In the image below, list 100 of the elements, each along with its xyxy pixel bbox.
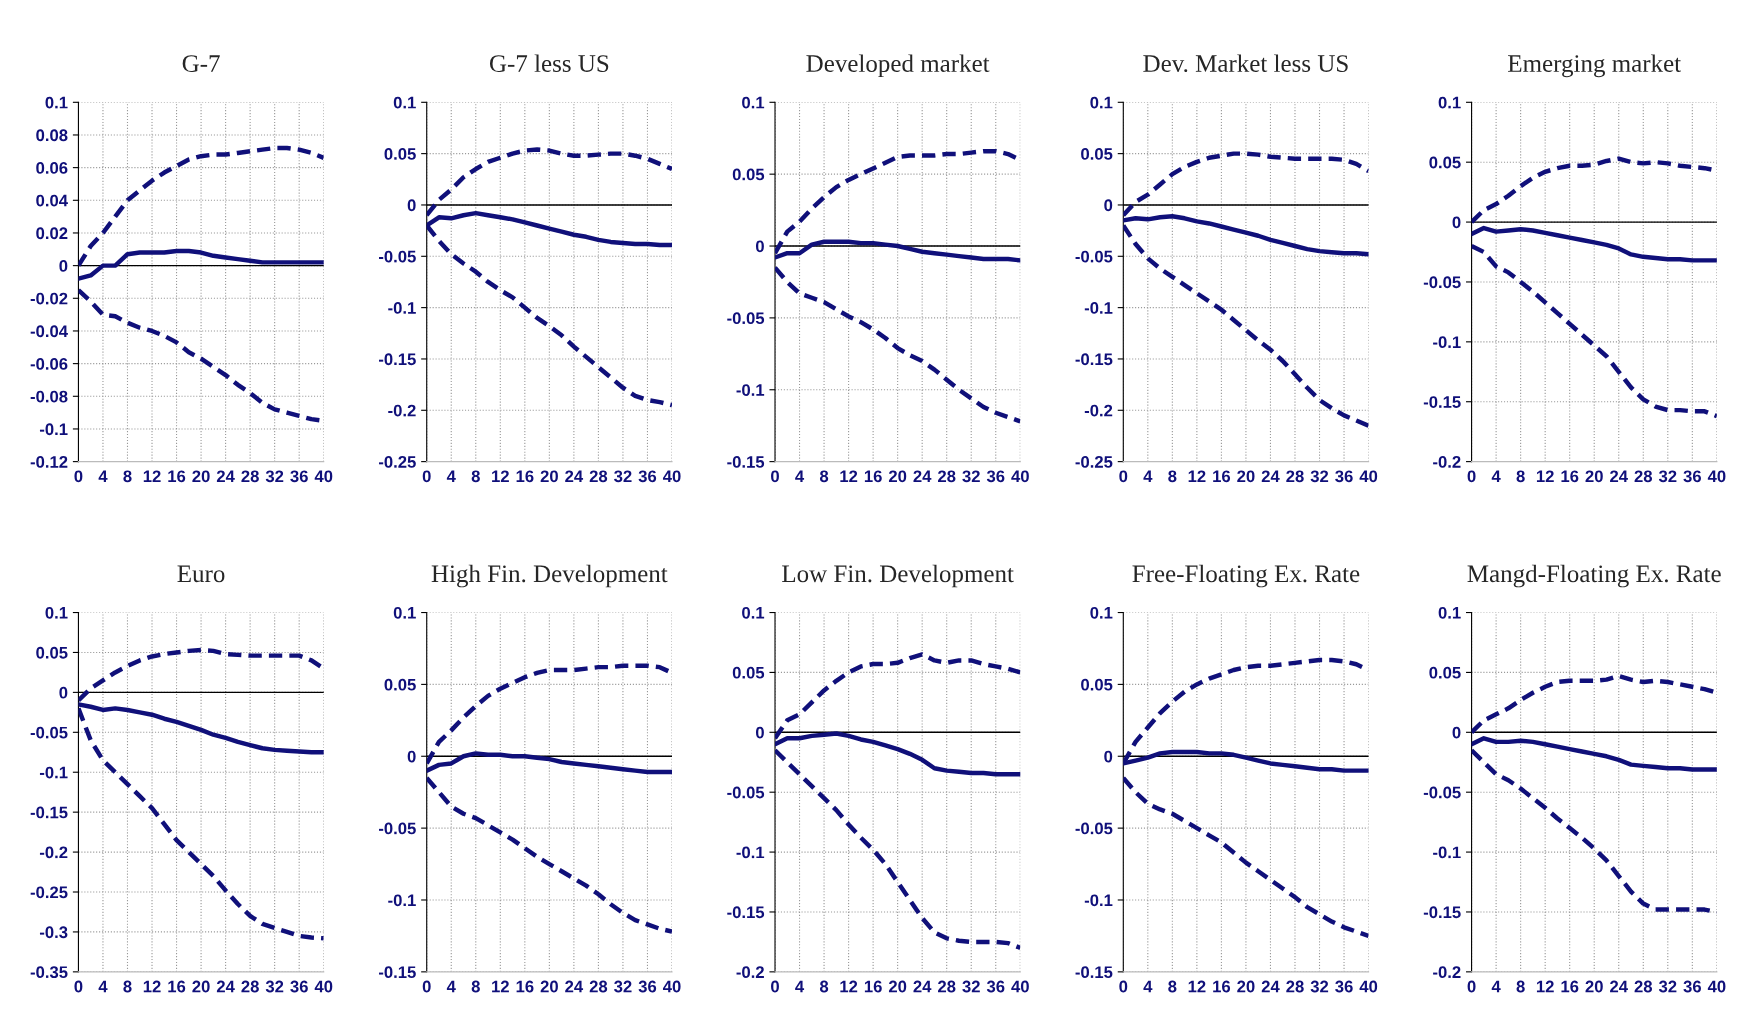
y-tick-label: 0.05 [1081,678,1113,691]
y-tick-label: 0.1 [1438,606,1461,619]
y-tick-label: 0.1 [742,606,765,619]
x-tick-label: 8 [1168,470,1177,483]
x-tick-label: 40 [1359,980,1378,993]
y-tick-label: -0.05 [1423,276,1461,289]
x-tick-label: 40 [1359,470,1378,483]
y-tick-label: -0.25 [378,456,416,468]
y-tick-label: -0.08 [30,390,68,403]
x-tick-label: 20 [192,980,210,993]
x-tick-label: 36 [1683,980,1701,993]
x-tick-label: 8 [1516,470,1525,483]
x-tick-label: 8 [819,980,829,993]
y-tick-label: 0.05 [1429,156,1461,169]
x-tick-label: 4 [446,980,456,993]
y-tick-label: -0.05 [378,822,416,835]
x-tick-label: 12 [1536,980,1554,993]
x-tick-label: 24 [1610,980,1628,993]
x-tick-label: 24 [565,980,584,993]
chart-title: Developed market [806,54,990,78]
y-tick-label: -0.1 [1084,302,1113,314]
y-tick-label: 0 [1104,199,1113,212]
y-tick-label: 0.1 [1090,606,1113,619]
x-tick-label: 16 [516,470,534,483]
x-tick-label: 32 [1658,980,1677,993]
y-tick-label: 0 [59,260,68,272]
x-tick-label: 16 [168,980,186,993]
y-tick-label: 0.05 [1081,148,1113,160]
chart-title: G-7 less US [489,54,609,72]
y-tick-label: 0.05 [1429,666,1461,679]
x-tick-label: 16 [168,470,186,483]
line-series [1123,214,1369,257]
x-tick-label: 0 [771,980,779,993]
chart-title: High Fin. Development [431,564,668,588]
y-tick-label: -0.15 [1423,906,1461,919]
x-tick-label: 28 [589,470,608,483]
x-tick-label: 28 [1286,980,1304,993]
x-tick-label: 28 [1286,470,1304,483]
y-tick-label: -0.06 [30,358,68,370]
y-tick-label: -0.05 [378,250,416,263]
y-tick-label: 0 [407,750,416,763]
y-tick-label: 0 [755,240,764,253]
x-tick-label: 16 [864,470,882,483]
x-tick-label: 8 [819,470,829,483]
x-tick-label: 4 [98,980,108,993]
x-tick-label: 0 [422,470,431,483]
y-tick-label: -0.2 [1084,404,1113,417]
y-tick-label: -0.05 [1075,822,1113,835]
x-tick-label: 40 [662,470,681,483]
x-tick-label: 8 [123,470,132,483]
x-tick-label: 4 [1143,470,1153,483]
x-tick-label: 4 [1491,470,1501,483]
y-tick-label: 0.1 [45,606,68,619]
y-tick-label: 0.1 [393,96,416,109]
x-tick-label: 36 [290,980,308,993]
y-tick-label: -0.05 [1075,250,1113,263]
x-tick-label: 40 [1707,470,1726,483]
x-tick-label: 32 [1310,470,1329,483]
x-tick-label: 40 [314,470,333,483]
x-tick-label: 24 [565,470,584,483]
x-tick-label: 0 [422,980,431,993]
y-tick-label: -0.15 [1075,966,1113,979]
y-tick-label: 0 [1104,750,1113,763]
y-tick-label: 0.1 [1438,96,1461,109]
x-tick-label: 0 [1119,470,1128,483]
x-tick-label: 24 [1261,980,1280,993]
y-tick-label: -0.2 [388,404,416,417]
y-tick-label: 0.05 [384,678,416,691]
x-tick-label: 20 [192,470,210,483]
x-tick-label: 28 [241,470,259,483]
y-tick-label: -0.2 [1433,456,1461,468]
x-tick-label: 24 [216,980,235,993]
x-tick-label: 36 [1683,470,1701,483]
y-tick-label: 0.05 [732,168,765,181]
x-tick-label: 40 [1011,470,1029,483]
x-tick-label: 28 [938,980,956,993]
x-tick-label: 20 [540,470,558,483]
y-tick-label: 0.05 [384,148,416,160]
line-series [1471,736,1717,772]
x-tick-label: 40 [1707,980,1726,993]
x-tick-label: 0 [1119,980,1128,993]
x-tick-label: 0 [1467,980,1476,993]
y-tick-label: -0.05 [727,312,765,325]
y-tick-label: -0.1 [1433,336,1461,349]
x-tick-label: 32 [1310,980,1329,993]
y-tick-label: -0.15 [727,456,765,468]
y-tick-label: -0.05 [727,786,765,799]
x-tick-label: 28 [938,470,956,483]
x-tick-label: 40 [1011,980,1029,993]
y-tick-label: -0.15 [378,966,416,979]
y-tick-label: -0.02 [30,292,68,305]
x-tick-label: 32 [962,470,980,483]
x-tick-label: 12 [1188,980,1206,993]
x-tick-label: 4 [98,470,108,483]
y-tick-label: -0.15 [30,806,68,819]
y-tick-label: -0.2 [736,966,764,979]
chart-title: Mangd-Floating Ex. Rate [1467,564,1721,588]
x-tick-label: 32 [265,470,284,483]
x-tick-label: 16 [1213,980,1231,993]
y-tick-label: -0.1 [1433,846,1461,859]
